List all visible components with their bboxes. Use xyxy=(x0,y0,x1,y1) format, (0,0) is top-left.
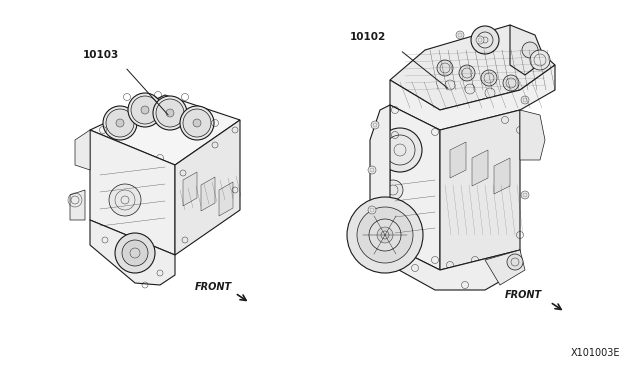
Circle shape xyxy=(521,96,529,104)
Circle shape xyxy=(476,36,484,44)
Text: 10102: 10102 xyxy=(350,32,387,42)
Polygon shape xyxy=(70,190,85,220)
Circle shape xyxy=(109,184,141,216)
Polygon shape xyxy=(175,120,240,255)
Circle shape xyxy=(116,119,124,127)
Circle shape xyxy=(507,254,523,270)
Circle shape xyxy=(193,119,201,127)
Circle shape xyxy=(347,197,423,273)
Circle shape xyxy=(128,93,162,127)
Polygon shape xyxy=(390,65,555,130)
Circle shape xyxy=(156,99,184,127)
Polygon shape xyxy=(390,25,555,110)
Circle shape xyxy=(505,92,515,102)
Polygon shape xyxy=(440,110,520,270)
Polygon shape xyxy=(219,182,233,216)
Circle shape xyxy=(106,109,134,137)
Circle shape xyxy=(383,180,403,200)
Circle shape xyxy=(481,70,497,86)
Circle shape xyxy=(183,109,211,137)
Polygon shape xyxy=(390,245,520,290)
Polygon shape xyxy=(494,158,510,194)
Circle shape xyxy=(377,227,393,243)
Circle shape xyxy=(368,166,376,174)
Circle shape xyxy=(141,106,149,114)
Text: FRONT: FRONT xyxy=(505,290,542,300)
Circle shape xyxy=(459,65,475,81)
Circle shape xyxy=(131,96,159,124)
Circle shape xyxy=(378,128,422,172)
Polygon shape xyxy=(510,25,545,75)
Circle shape xyxy=(485,88,495,98)
Text: 10103: 10103 xyxy=(83,50,119,60)
Polygon shape xyxy=(450,142,466,178)
Polygon shape xyxy=(90,220,175,285)
Polygon shape xyxy=(201,177,215,211)
Circle shape xyxy=(122,240,148,266)
Circle shape xyxy=(369,219,401,251)
Circle shape xyxy=(115,233,155,273)
Polygon shape xyxy=(90,95,240,165)
Polygon shape xyxy=(75,130,90,170)
Circle shape xyxy=(103,106,137,140)
Circle shape xyxy=(471,26,499,54)
Polygon shape xyxy=(377,200,387,245)
Polygon shape xyxy=(520,110,545,160)
Circle shape xyxy=(437,60,453,76)
Polygon shape xyxy=(472,150,488,186)
Circle shape xyxy=(521,191,529,199)
Circle shape xyxy=(503,75,519,91)
Polygon shape xyxy=(183,172,197,206)
Circle shape xyxy=(368,206,376,214)
Circle shape xyxy=(371,121,379,129)
Circle shape xyxy=(180,106,214,140)
Polygon shape xyxy=(485,250,525,285)
Circle shape xyxy=(357,207,413,263)
Circle shape xyxy=(526,126,534,134)
Circle shape xyxy=(153,96,187,130)
Text: X101003E: X101003E xyxy=(570,348,620,358)
Text: FRONT: FRONT xyxy=(195,282,232,292)
Polygon shape xyxy=(90,130,175,255)
Polygon shape xyxy=(390,105,440,270)
Circle shape xyxy=(465,84,475,94)
Circle shape xyxy=(166,109,174,117)
Polygon shape xyxy=(370,105,390,245)
Circle shape xyxy=(456,31,464,39)
Circle shape xyxy=(445,80,455,90)
Circle shape xyxy=(522,42,538,58)
Circle shape xyxy=(530,50,550,70)
